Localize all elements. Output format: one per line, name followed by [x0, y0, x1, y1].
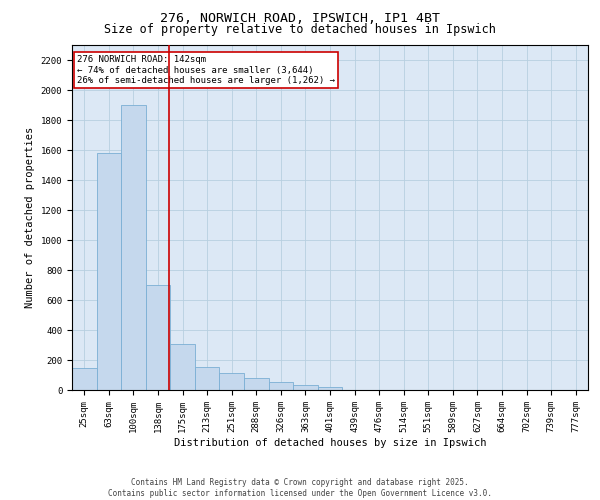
Bar	[293, 385, 318, 390]
Bar	[195, 367, 220, 390]
Text: 276, NORWICH ROAD, IPSWICH, IP1 4BT: 276, NORWICH ROAD, IPSWICH, IP1 4BT	[160, 12, 440, 26]
Y-axis label: Number of detached properties: Number of detached properties	[25, 127, 35, 308]
Text: 276 NORWICH ROAD: 142sqm
← 74% of detached houses are smaller (3,644)
26% of sem: 276 NORWICH ROAD: 142sqm ← 74% of detach…	[77, 56, 335, 85]
Bar	[170, 344, 195, 390]
Bar	[318, 387, 342, 390]
Text: Contains HM Land Registry data © Crown copyright and database right 2025.
Contai: Contains HM Land Registry data © Crown c…	[108, 478, 492, 498]
Bar	[220, 373, 244, 390]
Bar	[72, 368, 97, 390]
Bar	[146, 285, 170, 390]
Bar	[121, 105, 146, 390]
Text: Size of property relative to detached houses in Ipswich: Size of property relative to detached ho…	[104, 24, 496, 36]
X-axis label: Distribution of detached houses by size in Ipswich: Distribution of detached houses by size …	[174, 438, 486, 448]
Bar	[244, 378, 269, 390]
Bar	[97, 153, 121, 390]
Bar	[269, 382, 293, 390]
